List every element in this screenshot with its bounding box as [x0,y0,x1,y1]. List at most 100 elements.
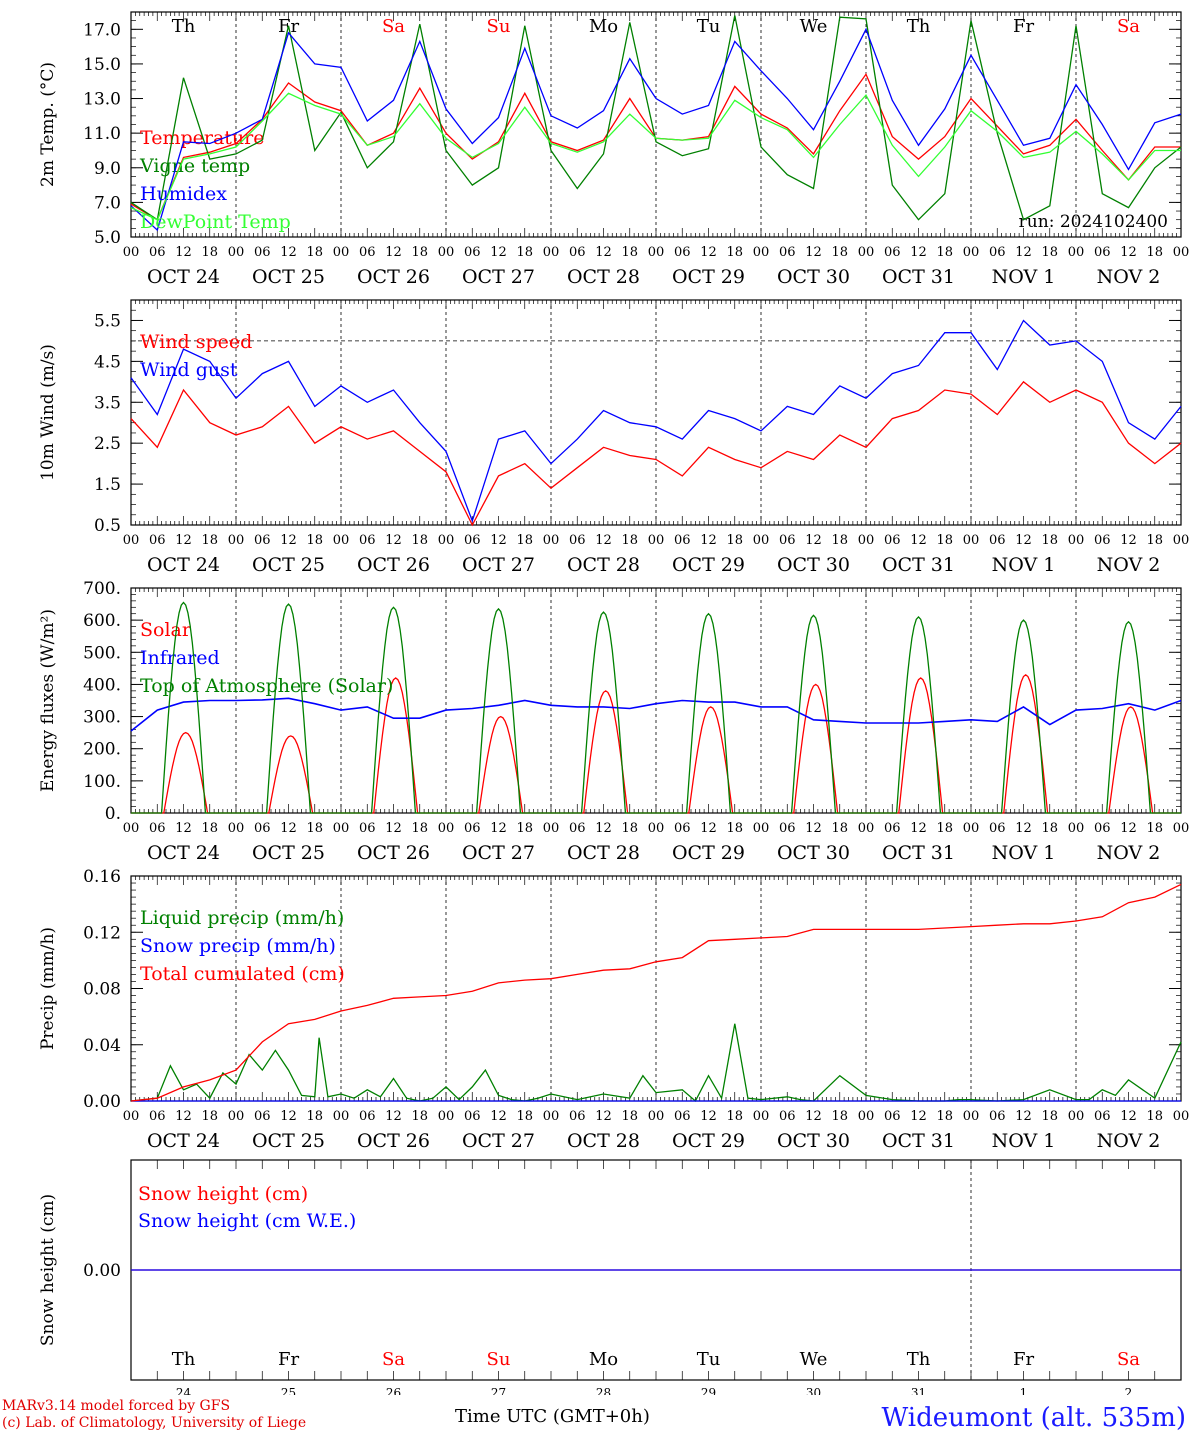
hour-tick-label: 00 [858,245,875,260]
legend-entry: Snow precip (mm/h) [140,935,336,957]
hour-tick-label: 12 [490,1109,507,1124]
hour-tick-label: 12 [385,533,402,548]
hour-tick-label: 00 [123,245,140,260]
hour-tick-label: 00 [1068,533,1085,548]
station-name: Wideumont (alt. 535m) [881,1403,1186,1433]
y-axis-title: Energy fluxes (W/m²) [38,609,58,792]
day-name: Fr [1013,1349,1034,1370]
hour-tick-label: 18 [306,245,323,260]
date-label: NOV 2 [1097,1130,1161,1152]
hour-tick-label: 00 [858,533,875,548]
hour-tick-label: 18 [1041,1109,1058,1124]
date-number: 29 [701,1386,716,1395]
hour-tick-label: 12 [910,1109,927,1124]
y-tick-label: 200. [83,740,121,760]
hour-tick-label: 18 [936,533,953,548]
legend-entry: Snow height (cm W.E.) [138,1210,356,1232]
hour-tick-label: 00 [963,245,980,260]
hour-tick-label: 12 [700,821,717,836]
y-tick-label: 0.5 [94,516,121,536]
date-number: 1 [1020,1386,1028,1395]
y-tick-label: 600. [83,611,121,631]
hour-tick-label: 00 [753,821,770,836]
y-tick-label: 1.5 [94,475,121,495]
hour-tick-label: 12 [595,533,612,548]
hour-tick-label: 06 [989,821,1006,836]
hour-tick-label: 12 [385,1109,402,1124]
hour-tick-label: 18 [621,533,638,548]
date-label: OCT 31 [882,842,955,864]
hour-tick-label: 18 [1146,1109,1163,1124]
hour-tick-label: 00 [333,821,350,836]
hour-tick-label: 12 [280,821,297,836]
date-label: OCT 27 [462,1130,535,1152]
hour-tick-label: 06 [1094,1109,1111,1124]
y-tick-label: 0. [105,804,121,824]
date-label: NOV 1 [992,554,1056,576]
day-name: We [800,16,828,37]
hour-tick-label: 06 [989,1109,1006,1124]
legend-entry: Wind speed [140,331,252,353]
day-name: Fr [1013,16,1034,37]
hour-tick-label: 06 [884,533,901,548]
legend-entry: Total cumulated (cm) [140,963,345,985]
day-name: Mo [589,16,618,37]
hour-tick-label: 00 [753,245,770,260]
hour-tick-label: 18 [411,533,428,548]
date-number: 24 [176,1386,192,1395]
y-axis-title: Precip (mm/h) [38,927,58,1050]
legend-entry: Top of Atmosphere (Solar) [140,675,393,697]
hour-tick-label: 06 [884,1109,901,1124]
hour-tick-label: 12 [805,533,822,548]
date-label: OCT 28 [567,842,640,864]
hour-tick-label: 18 [726,245,743,260]
hour-tick-label: 18 [1146,245,1163,260]
date-label: OCT 30 [777,842,850,864]
hour-tick-label: 06 [1094,533,1111,548]
hour-tick-label: 06 [359,245,376,260]
hour-tick-label: 00 [858,1109,875,1124]
date-label: NOV 1 [992,266,1056,288]
hour-tick-label: 00 [1173,1109,1190,1124]
hour-tick-label: 00 [1173,533,1190,548]
date-label: OCT 25 [252,1130,325,1152]
hour-tick-label: 18 [1041,245,1058,260]
hour-tick-label: 18 [831,245,848,260]
y-axis-title: 2m Temp. (°C) [38,62,58,187]
date-label: OCT 25 [252,266,325,288]
hour-tick-label: 06 [779,821,796,836]
hour-tick-label: 00 [228,245,245,260]
legend-entry: Infrared [140,647,220,669]
hour-tick-label: 06 [569,245,586,260]
hour-tick-label: 12 [910,821,927,836]
chart-panel-5: 0.00 Snow height (cm) Th 24 Fr 25 Sa 26 Su 27 Mo 28… [38,1159,1182,1395]
hour-tick-label: 00 [123,1109,140,1124]
y-axis-title: 10m Wind (m/s) [38,344,58,481]
hour-tick-label: 18 [831,821,848,836]
hour-tick-label: 00 [648,1109,665,1124]
day-name: Tu [697,1349,721,1370]
hour-tick-label: 12 [280,533,297,548]
model-credit: MARv3.14 model forced by GFS (c) Lab. of… [2,1398,306,1432]
hour-tick-label: 06 [149,1109,166,1124]
legend-entry: Liquid precip (mm/h) [140,907,344,929]
hour-tick-label: 06 [464,533,481,548]
hour-tick-label: 06 [254,533,271,548]
chart-panel-4: 0.00 0.04 0.08 0.12 0.16 Precip (mm/h) 00 06 12 1… [38,867,1189,1152]
plot-frame [130,587,1182,814]
hour-tick-label: 18 [1146,821,1163,836]
hour-tick-label: 06 [569,1109,586,1124]
y-tick-label: 700. [83,579,121,599]
date-label: OCT 24 [147,842,220,864]
y-axis-title: Snow height (cm) [38,1194,58,1346]
legend-entry: Snow height (cm) [138,1183,308,1205]
hour-tick-label: 18 [201,245,218,260]
hour-tick-label: 00 [333,1109,350,1124]
hour-tick-label: 12 [805,821,822,836]
hour-tick-label: 12 [700,1109,717,1124]
hour-tick-label: 12 [910,533,927,548]
hour-tick-label: 06 [674,533,691,548]
series-line-wind-speed [130,380,1182,527]
credit-line-1: MARv3.14 model forced by GFS [2,1398,231,1414]
day-name: Sa [382,1349,405,1370]
